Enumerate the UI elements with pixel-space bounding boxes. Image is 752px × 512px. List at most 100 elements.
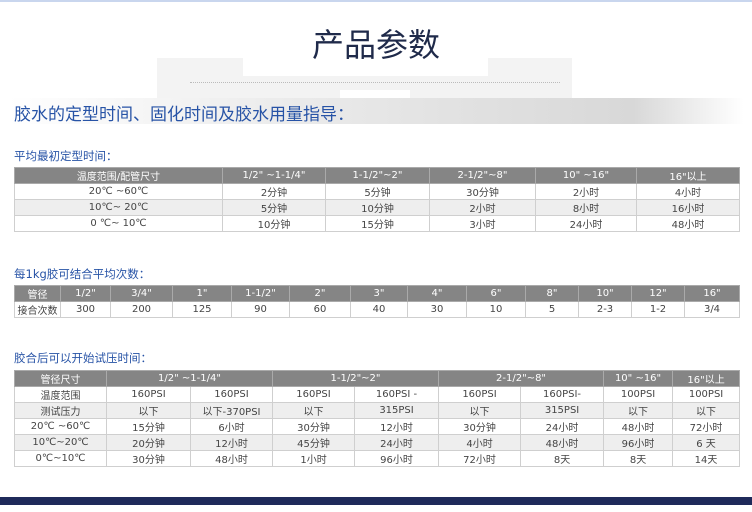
table-cell: 100PSI	[603, 386, 674, 403]
table-cell: 30分钟	[272, 418, 356, 435]
table-cell: 测试压力	[14, 402, 107, 419]
table-cell: 160PSI	[272, 386, 356, 403]
table-cell: 48小时	[520, 434, 605, 451]
table-cell: 200	[110, 301, 173, 318]
page-title: 产品参数	[311, 26, 440, 64]
table-cell: 以下	[603, 402, 674, 419]
table-cell: 2分钟	[222, 183, 326, 200]
table-cell: 8小时	[535, 199, 637, 216]
table-cell: 10℃~20℃	[14, 434, 107, 451]
table-cell: 6小时	[189, 418, 274, 435]
table-cell: 48小时	[603, 418, 674, 435]
column-header: 10" ~16"	[603, 370, 674, 387]
table-cell: 10℃~ 20℃	[14, 199, 223, 216]
table-row: 10℃~ 20℃ 5分钟 10分钟 2小时 8小时 16小时	[14, 199, 740, 216]
table-cell: 10分钟	[222, 215, 326, 232]
table-cell: 160PSI-	[520, 386, 605, 403]
table-cell: 以下	[438, 402, 522, 419]
table-cell: 以下	[672, 402, 741, 419]
table-cell: 2-3	[578, 301, 632, 318]
table-row: 0 ℃~ 10℃ 10分钟 15分钟 3小时 24小时 48小时	[14, 215, 740, 232]
table-cell: 315PSI	[520, 402, 605, 419]
table2-caption: 每1kg胶可结合平均次数：	[14, 267, 151, 281]
table-cell: 2小时	[429, 199, 536, 216]
table-cell: 96小时	[603, 434, 674, 451]
table-cell: 8天	[520, 450, 605, 467]
bottom-bar	[0, 497, 752, 505]
table-row: 测试压力 以下 以下-370PSI 以下 315PSI 以下 315PSI 以下 以下	[14, 402, 741, 419]
table-cell: 125	[172, 301, 232, 318]
table-cell: 2小时	[535, 183, 637, 200]
table-cell: 0℃~10℃	[14, 450, 107, 467]
column-header: 12"	[631, 285, 685, 302]
table-cell: 1-2	[631, 301, 685, 318]
table-cell: 160PSI	[106, 386, 191, 403]
table-cell: 3/4	[684, 301, 740, 318]
table-cell: 接合次数	[14, 301, 61, 318]
table-cell: 以下	[272, 402, 356, 419]
table-cell: 160PSI	[438, 386, 522, 403]
column-header: 16"以上	[672, 370, 741, 387]
table-row: 接合次数 300 200 125 90 60 40 30 10 5 2-3 1-2 3/4	[14, 301, 740, 318]
table-row: 20℃ ~60℃ 2分钟 5分钟 30分钟 2小时 4小时	[14, 183, 740, 200]
table-cell: 4小时	[636, 183, 740, 200]
column-header: 2-1/2"~8"	[438, 370, 605, 387]
table3-caption: 胶合后可以开始试压时间：	[14, 351, 152, 365]
table-cell: 20℃ ~60℃	[14, 418, 107, 435]
column-header: 4"	[407, 285, 467, 302]
section-title: 胶水的定型时间、固化时间及胶水用量指导：	[14, 105, 354, 125]
table-cell: 5分钟	[325, 183, 430, 200]
column-header: 2-1/2"~8"	[429, 167, 536, 184]
column-header: 1/2" ~1-1/4"	[105, 370, 274, 387]
table-cell: 48小时	[636, 215, 740, 232]
table-cell: 60	[289, 301, 351, 318]
top-border	[0, 0, 752, 2]
table-cell: 48小时	[189, 450, 274, 467]
column-header: 10" ~16"	[535, 167, 637, 184]
section-band	[8, 98, 744, 124]
joints-per-kg-table: 管径 1/2" 3/4" 1" 1-1/2" 2" 3" 4" 6" 8" 10" 12" 16" 接合次…	[14, 285, 740, 318]
table-cell: 30	[407, 301, 467, 318]
table-cell: 10	[466, 301, 526, 318]
table-cell: 160PSI -	[354, 386, 440, 403]
table-cell: 6 天	[672, 434, 741, 451]
table-cell: 30分钟	[429, 183, 536, 200]
column-header: 温度范围/配管尺寸	[14, 167, 223, 184]
column-header: 10"	[578, 285, 632, 302]
table-cell: 24小时	[520, 418, 605, 435]
table-cell: 72小时	[438, 450, 522, 467]
table-cell: 1小时	[272, 450, 356, 467]
table-row: 0℃~10℃ 30分钟 48小时 1小时 96小时 72小时 8天 8天 14天	[14, 450, 741, 467]
table-cell: 8天	[603, 450, 674, 467]
column-header: 16"	[684, 285, 740, 302]
table1-caption: 平均最初定型时间：	[14, 149, 118, 163]
table-cell: 温度范围	[14, 386, 107, 403]
table-cell: 160PSI	[189, 386, 274, 403]
table-cell: 以下	[106, 402, 191, 419]
table-cell: 4小时	[438, 434, 522, 451]
column-header: 管径	[14, 285, 61, 302]
table-cell: 16小时	[636, 199, 740, 216]
column-header: 1"	[172, 285, 232, 302]
column-header: 3"	[350, 285, 408, 302]
table-row: 10℃~20℃ 20分钟 12小时 45分钟 24小时 4小时 48小时 96小时 6 天	[14, 434, 741, 451]
column-header: 1-1/2"~2"	[325, 167, 430, 184]
column-header: 6"	[466, 285, 526, 302]
table-cell: 5分钟	[222, 199, 326, 216]
table-row: 温度范围 160PSI 160PSI 160PSI 160PSI -160PSI 160P…	[14, 386, 741, 403]
pressure-test-time-table: 管径尺寸 1/2" ~1-1/4" 1-1/2"~2" 2-1/2"~8" 10" ~1…	[14, 370, 741, 467]
table-cell: 以下-370PSI	[189, 402, 274, 419]
table-cell: 96小时	[354, 450, 440, 467]
table-cell: 100PSI	[672, 386, 741, 403]
column-header: 1-1/2"	[231, 285, 290, 302]
table-cell: 0 ℃~ 10℃	[14, 215, 223, 232]
table-header-row: 温度范围/配管尺寸 1/2" ~1-1/4" 1-1/2"~2" 2-1/2"~8" 1…	[14, 167, 740, 184]
table-cell: 72小时	[672, 418, 741, 435]
table-header-row: 管径尺寸 1/2" ~1-1/4" 1-1/2"~2" 2-1/2"~8" 10" ~1…	[14, 370, 741, 387]
table-cell: 14天	[672, 450, 741, 467]
table-cell: 5	[525, 301, 579, 318]
table-cell: 10分钟	[325, 199, 430, 216]
column-header: 16"以上	[636, 167, 740, 184]
table-cell: 15分钟	[106, 418, 191, 435]
table-cell: 24小时	[535, 215, 637, 232]
